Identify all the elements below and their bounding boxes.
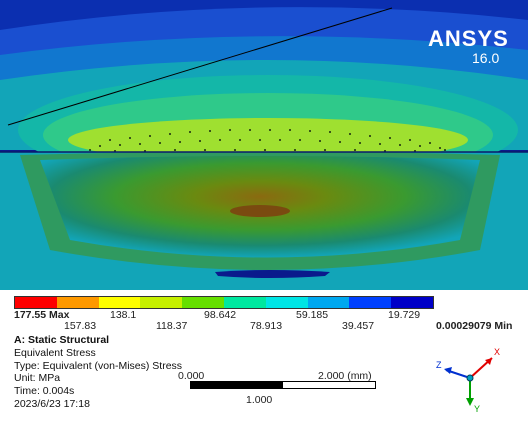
analysis-title: A: Static Structural <box>14 334 110 346</box>
coordinate-triad[interactable]: X Y Z <box>430 342 510 414</box>
legend-color-segment-4 <box>140 297 183 308</box>
x-axis-arrow <box>485 358 492 365</box>
legend-value-top-3: 59.185 <box>296 309 329 321</box>
legend-value-top-4: 19.729 <box>388 309 421 321</box>
legend-max-label: 177.55 Max <box>14 309 70 321</box>
legend-color-segment-5 <box>182 297 224 308</box>
legend-color-segment-7 <box>265 297 308 308</box>
legend-value-bottom-4: 39.457 <box>342 320 375 332</box>
legend-min-label: 0.00029079 Min <box>436 320 513 332</box>
scale-segment-light <box>283 382 375 388</box>
result-time: Time: 0.004s <box>14 385 75 397</box>
legend-value-bottom-2: 118.37 <box>156 320 188 332</box>
scale-mid-label: 1.000 <box>246 394 273 406</box>
lower-hotspot <box>230 205 290 217</box>
scale-bar <box>190 381 376 389</box>
triad-origin <box>466 374 474 382</box>
scale-segment-dark <box>191 382 283 388</box>
scale-end-label: 2.000 (mm) <box>318 370 372 382</box>
stress-contour-viewport[interactable]: ANSYS 16.0 <box>0 0 528 290</box>
legend-color-segment-3 <box>98 297 141 308</box>
legend-color-segment-1 <box>15 297 57 308</box>
edge-line <box>7 7 393 126</box>
legend-color-segment-10 <box>391 297 433 308</box>
legend-color-segment-9 <box>349 297 392 308</box>
color-legend-bar <box>14 296 434 309</box>
ansys-logo: ANSYS <box>428 26 509 51</box>
y-axis-label: Y <box>474 404 480 414</box>
legend-value-top-1: 138.1 <box>110 309 137 321</box>
mesh-node-dots <box>89 129 446 152</box>
y-axis-arrow <box>466 398 474 406</box>
legend-value-bottom-3: 78.913 <box>250 320 283 332</box>
result-name: Equivalent Stress <box>14 347 96 359</box>
legend-value-top-2: 98.642 <box>204 309 237 321</box>
result-unit: Unit: MPa <box>14 372 61 384</box>
legend-color-segment-6 <box>223 297 266 308</box>
result-type: Type: Equivalent (von-Mises) Stress <box>14 360 183 372</box>
legend-color-segment-8 <box>307 297 350 308</box>
x-axis-label: X <box>494 347 500 357</box>
contour-band-yellow-green <box>68 118 468 162</box>
legend-color-segment-2 <box>56 297 99 308</box>
scale-start-label: 0.000 <box>178 370 205 382</box>
z-axis-label: Z <box>436 360 442 370</box>
result-date: 2023/6/23 17:18 <box>14 398 90 410</box>
ansys-version: 16.0 <box>472 50 500 66</box>
z-axis-arrow <box>444 367 452 374</box>
legend-value-bottom-1: 157.83 <box>64 320 97 332</box>
contour-plot <box>0 0 528 290</box>
bottom-edge <box>215 270 330 278</box>
